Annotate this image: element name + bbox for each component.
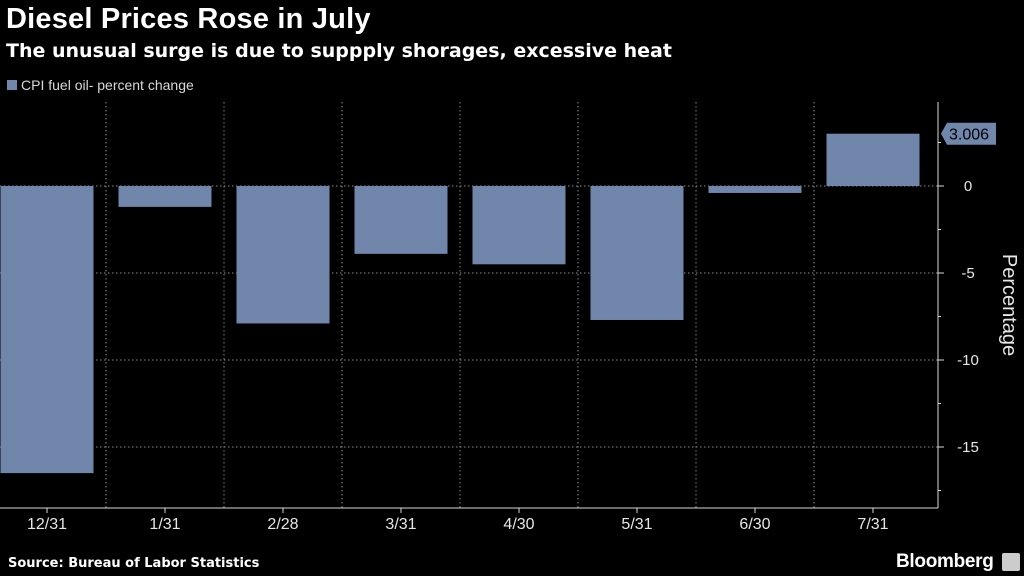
x-tick-label: 5/31 [621,516,652,533]
y-tick-label: -10 [957,352,979,369]
last-value-label: 3.006 [949,127,989,144]
x-tick-label: 12/31 [27,516,67,533]
bar-1/31 [118,186,212,207]
bar-7/31 [826,133,920,186]
x-tick-label: 1/31 [149,516,180,533]
bloomberg-terminal-icon [1002,553,1020,571]
y-axis-title: Percentage [998,254,1020,356]
last-value-tag [941,122,996,145]
legend: CPI fuel oil- percent change [7,77,194,93]
bar-3/31 [354,186,448,254]
x-tick-label: 2/28 [267,516,298,533]
x-tick-label: 7/31 [857,516,888,533]
y-tick-label: -15 [957,439,979,456]
bar-12/31 [0,186,94,474]
bar-layer [0,133,920,474]
bloomberg-logo: Bloomberg [896,551,994,572]
x-tick-label: 3/31 [385,516,416,533]
bar-6/30 [708,186,802,193]
y-tick-label: 0 [964,178,972,195]
axis-layer: 0 -5 -10 -15 12/31 1/31 2/28 3/31 4/30 5/31 6/30 7/… [0,102,996,533]
legend-label: CPI fuel oil- percent change [21,77,194,93]
y-tick-label: -5 [961,265,974,282]
legend-swatch [7,80,17,90]
bar-4/30 [472,186,566,265]
chart-subtitle: The unusual surge is due to suppply shor… [6,40,672,62]
x-tick-label: 6/30 [739,516,770,533]
grid-layer [0,102,938,508]
source-note: Source: Bureau of Labor Statistics [8,556,260,571]
x-tick-label: 4/30 [503,516,534,533]
bar-5/31 [590,186,684,320]
bar-2/28 [236,186,330,324]
chart-title: Diesel Prices Rose in July [6,3,371,35]
